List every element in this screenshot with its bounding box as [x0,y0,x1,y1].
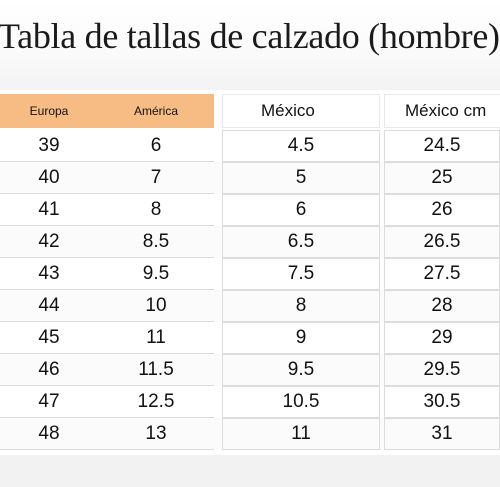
page-title: Tabla de tallas de calzado (hombre) [0,16,500,56]
cell-europa: 46 [0,354,98,386]
cell-mexico-cm: 28 [384,290,500,322]
cell-mexico: 9.5 [222,354,380,386]
table-row: 42 8.5 6.5 26.5 [0,226,500,258]
cell-europa: 41 [0,194,98,226]
cell-america: 11.5 [98,354,214,386]
header-mexico-cm: México cm [384,94,500,128]
cell-mexico: 4.5 [222,130,380,162]
cell-america: 8.5 [98,226,214,258]
cell-america: 8 [98,194,214,226]
cell-america: 11 [98,322,214,354]
cell-america: 13 [98,418,214,450]
cell-europa: 47 [0,386,98,418]
cell-mexico-cm: 31 [384,418,500,450]
cell-mexico-cm: 24.5 [384,130,500,162]
cell-europa: 45 [0,322,98,354]
table-row: 44 10 8 28 [0,290,500,322]
cell-america: 12.5 [98,386,214,418]
cell-mexico: 6 [222,194,380,226]
cell-mexico-cm: 25 [384,162,500,194]
cell-mexico: 5 [222,162,380,194]
cell-europa: 39 [0,130,98,162]
cell-mexico-cm: 30.5 [384,386,500,418]
title-band [0,0,500,90]
cell-mexico: 11 [222,418,380,450]
table-row: 46 11.5 9.5 29.5 [0,354,500,386]
header-europa: Europa [0,94,98,128]
header-mexico: México [222,94,380,128]
cell-europa: 42 [0,226,98,258]
cell-mexico: 10.5 [222,386,380,418]
table-row: 40 7 5 25 [0,162,500,194]
cell-mexico: 8 [222,290,380,322]
cell-mexico-cm: 29.5 [384,354,500,386]
cell-america: 6 [98,130,214,162]
cell-europa: 48 [0,418,98,450]
cell-america: 9.5 [98,258,214,290]
header-america: América [98,94,214,128]
cell-mexico: 9 [222,322,380,354]
cell-america: 10 [98,290,214,322]
cell-europa: 43 [0,258,98,290]
cell-mexico-cm: 29 [384,322,500,354]
table-row: 39 6 4.5 24.5 [0,130,500,162]
table-header-row: Europa América México México cm [0,92,500,128]
bottom-band [0,455,500,487]
table-row: 45 11 9 29 [0,322,500,354]
cell-mexico-cm: 26.5 [384,226,500,258]
table-row: 43 9.5 7.5 27.5 [0,258,500,290]
cell-mexico: 6.5 [222,226,380,258]
table-row: 47 12.5 10.5 30.5 [0,386,500,418]
table-row: 48 13 11 31 [0,418,500,450]
cell-mexico-cm: 27.5 [384,258,500,290]
cell-europa: 40 [0,162,98,194]
cell-mexico-cm: 26 [384,194,500,226]
table-row: 41 8 6 26 [0,194,500,226]
cell-europa: 44 [0,290,98,322]
cell-mexico: 7.5 [222,258,380,290]
cell-america: 7 [98,162,214,194]
